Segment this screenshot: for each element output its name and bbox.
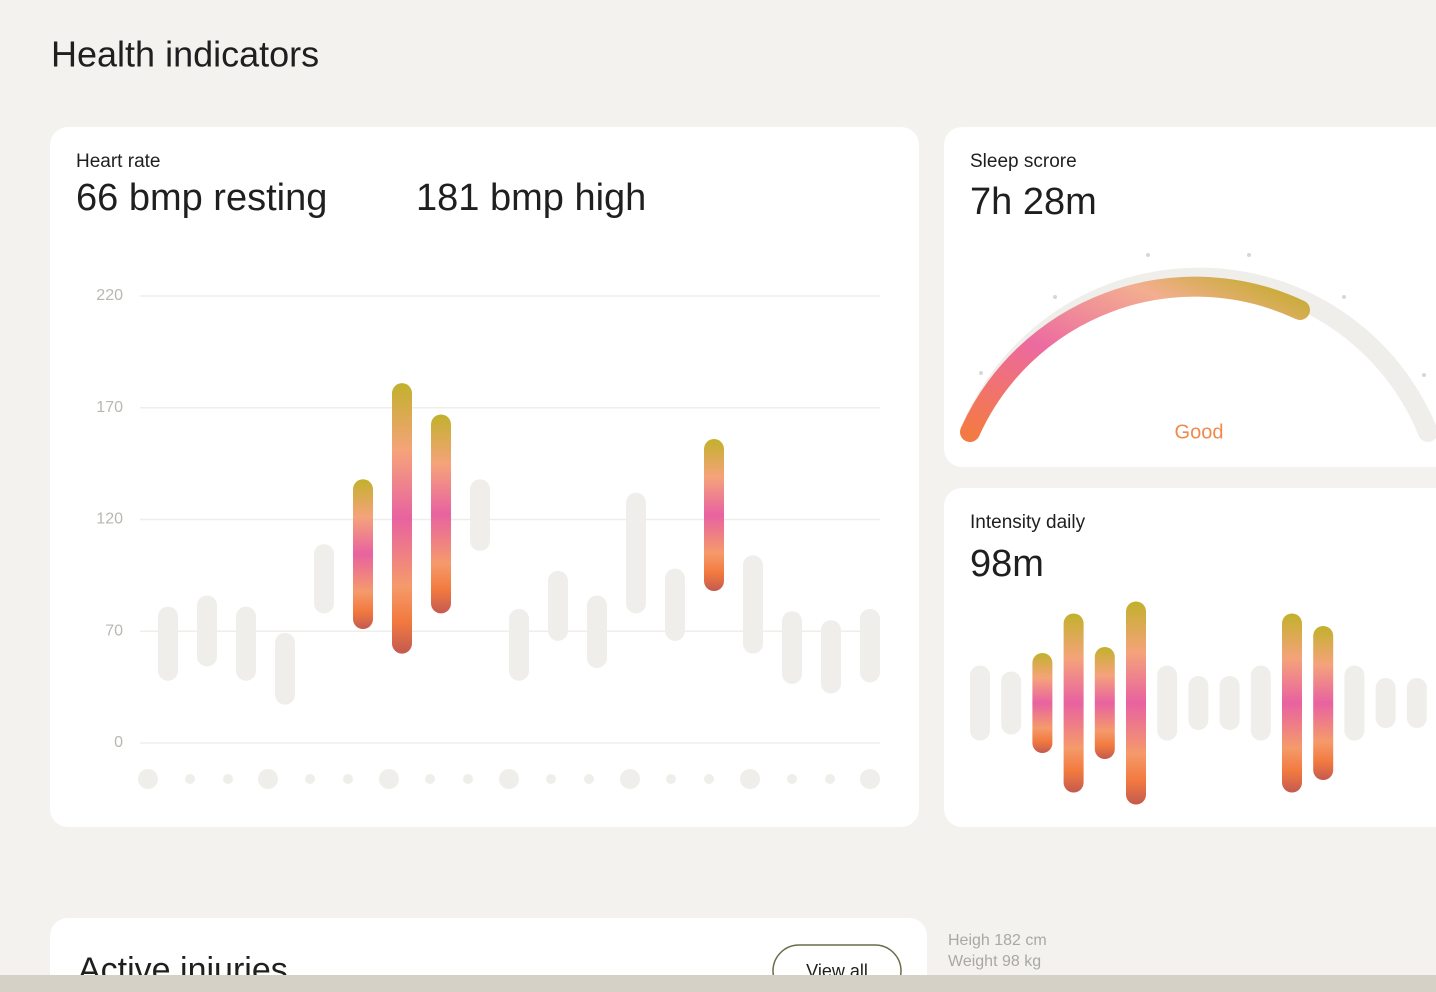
range-bar — [509, 608, 529, 681]
gauge-fill — [960, 276, 1310, 442]
bar — [1219, 676, 1240, 730]
range-bar — [353, 479, 373, 630]
range-bar — [275, 632, 295, 705]
bar — [1344, 665, 1365, 741]
profile-weight: Weight 98 kg — [948, 953, 1041, 970]
y-tick-label: 120 — [96, 511, 123, 528]
range-bar — [782, 611, 802, 684]
y-tick-label: 220 — [96, 287, 123, 304]
y-tick-label: 70 — [105, 622, 123, 639]
range-bar — [548, 570, 568, 641]
stat: 7h 28m — [970, 181, 1097, 223]
card-label: Intensity daily — [970, 512, 1086, 533]
range-bar — [665, 568, 685, 641]
bar — [1094, 647, 1115, 759]
range-bar — [860, 608, 880, 683]
bar — [1375, 678, 1396, 728]
range-bar — [743, 555, 763, 654]
intensity-card — [944, 488, 1436, 827]
injuries-card — [50, 918, 927, 992]
bar — [1188, 676, 1209, 730]
heart-card — [50, 127, 919, 827]
range-bar — [431, 414, 451, 614]
stat: 181 bmp high — [416, 177, 646, 219]
range-bar — [314, 544, 334, 614]
heart-chart: 0 70 120 170 220 — [96, 287, 880, 751]
gauge-dots — [979, 253, 1426, 377]
y-tick-label: 0 — [114, 734, 123, 751]
bar — [1282, 613, 1302, 793]
sleep-rating: Good — [1175, 421, 1224, 443]
bar — [1001, 671, 1022, 735]
sleep-card — [944, 127, 1436, 467]
range-bar — [626, 492, 646, 614]
range-bar — [821, 620, 841, 694]
bar — [1313, 626, 1334, 780]
range-bar — [236, 606, 256, 681]
stat: 98m — [970, 543, 1044, 585]
stat: 66 bmp resting — [76, 177, 327, 219]
bar — [1157, 665, 1178, 741]
range-bar — [704, 439, 724, 592]
range-bar — [587, 595, 607, 668]
bottom-bar — [0, 975, 1436, 992]
x-dots — [138, 769, 880, 789]
card-label: Sleep scrore — [970, 151, 1077, 172]
range-bar — [392, 383, 412, 654]
bar — [1406, 678, 1427, 728]
range-bar — [197, 595, 217, 667]
bar — [1063, 613, 1084, 793]
range-bar — [470, 479, 490, 551]
bar — [970, 665, 990, 741]
bar — [1032, 653, 1053, 753]
range-bar — [158, 606, 178, 681]
bar — [1250, 665, 1271, 741]
page-title: Health indicators — [51, 34, 319, 75]
intensity-chart — [970, 601, 1427, 805]
y-tick-label: 170 — [96, 399, 123, 416]
card-label: Heart rate — [76, 151, 160, 172]
profile-height: Heigh 182 cm — [948, 932, 1047, 949]
bar — [1126, 601, 1146, 805]
